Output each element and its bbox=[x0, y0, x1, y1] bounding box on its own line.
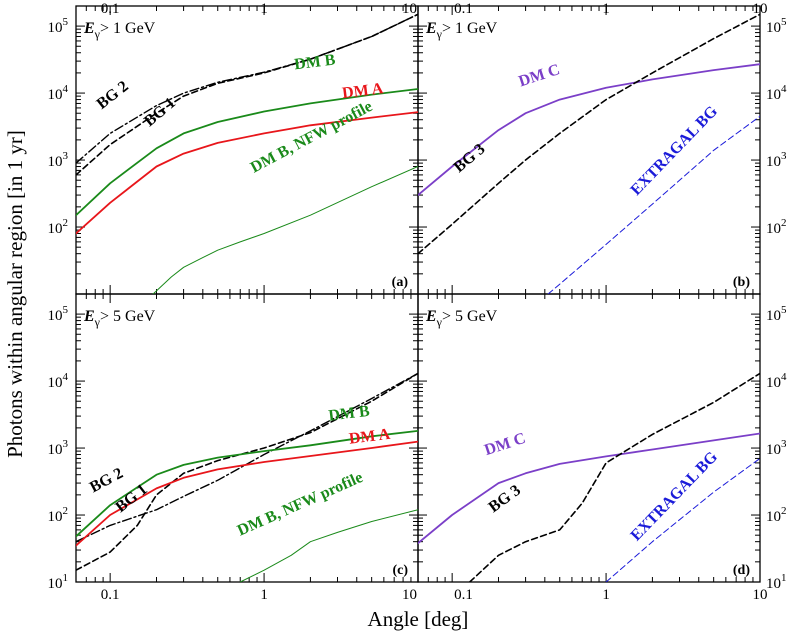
y-tick-label: 104 bbox=[766, 371, 787, 391]
series-line-c-4 bbox=[239, 509, 418, 582]
series-line-a-3 bbox=[76, 111, 418, 235]
series-label-c-4: DM B, NFW profile bbox=[235, 469, 366, 540]
x-tick-label-top: 10 bbox=[753, 1, 768, 17]
series-label-c-0: BG 1 bbox=[112, 481, 150, 516]
series-line-d-2 bbox=[605, 457, 760, 582]
tick-marks bbox=[75, 6, 760, 583]
y-tick-label: 104 bbox=[766, 83, 787, 103]
y-tick-label: 102 bbox=[766, 217, 787, 237]
y-tick-label: 105 bbox=[48, 304, 69, 324]
y-tick-label: 101 bbox=[766, 572, 787, 592]
series-label-d-2: EXTRAGAL BG bbox=[628, 448, 722, 544]
x-tick-label: 1 bbox=[260, 587, 268, 603]
energy-cut-d: Eγ> 5 GeV bbox=[425, 308, 498, 329]
series-line-c-3 bbox=[76, 440, 418, 547]
series-line-b-1 bbox=[418, 13, 760, 255]
series-label-b-0: DM C bbox=[517, 61, 562, 90]
y-tick-label: 101 bbox=[48, 572, 69, 592]
series-line-a-1 bbox=[76, 13, 418, 164]
x-axis-title: Angle [deg] bbox=[368, 607, 469, 631]
x-tick-label: 0.1 bbox=[454, 587, 473, 603]
x-tick-label: 10 bbox=[402, 587, 417, 603]
y-tick-label: 103 bbox=[48, 438, 69, 458]
panel-label-d: (d) bbox=[733, 563, 750, 578]
x-tick-label-top: 0.1 bbox=[101, 1, 120, 17]
series-label-d-0: DM C bbox=[482, 430, 527, 459]
y-tick-label: 103 bbox=[766, 438, 787, 458]
energy-cut-b: Eγ> 1 GeV bbox=[425, 20, 498, 41]
series-line-a-2 bbox=[76, 88, 418, 217]
series-label-c-3: DM A bbox=[348, 426, 392, 448]
y-tick-label: 105 bbox=[48, 16, 69, 36]
series-label-c-2: DM B bbox=[327, 403, 370, 425]
series-label-d-1: BG 3 bbox=[486, 482, 524, 516]
series-label-a-1: BG 2 bbox=[94, 78, 132, 113]
y-tick-label: 103 bbox=[48, 150, 69, 170]
panel-a-frame bbox=[75, 5, 419, 295]
panel-d-frame bbox=[417, 293, 761, 583]
series-line-b-0 bbox=[418, 63, 760, 197]
y-axis-title: Photons within angular region [in 1 yr] bbox=[3, 130, 27, 458]
x-tick-label: 0.1 bbox=[101, 587, 120, 603]
series-label-c-1: BG 2 bbox=[87, 465, 126, 497]
series-line-c-1 bbox=[76, 372, 418, 543]
x-tick-label: 1 bbox=[602, 587, 610, 603]
series-label-b-1: BG 3 bbox=[451, 141, 489, 177]
y-tick-label: 105 bbox=[766, 304, 787, 324]
series-line-a-0 bbox=[76, 13, 418, 176]
series-line-a-4 bbox=[152, 166, 418, 294]
series-line-c-2 bbox=[76, 429, 418, 538]
x-tick-label-top: 0.1 bbox=[454, 1, 473, 17]
series-line-d-1 bbox=[468, 372, 760, 582]
series-label-a-2: DM B bbox=[293, 51, 336, 73]
series-line-d-0 bbox=[418, 432, 760, 545]
y-tick-label: 104 bbox=[48, 83, 69, 103]
series-label-a-0: BG 1 bbox=[141, 94, 179, 130]
y-tick-label: 103 bbox=[766, 150, 787, 170]
x-tick-label-top: 1 bbox=[260, 1, 268, 17]
y-tick-label: 105 bbox=[766, 16, 787, 36]
curves bbox=[76, 13, 760, 582]
series-line-c-0 bbox=[76, 372, 418, 572]
x-tick-label-top: 10 bbox=[402, 1, 417, 17]
series-line-b-2 bbox=[547, 115, 760, 294]
y-tick-label: 104 bbox=[48, 371, 69, 391]
x-tick-label: 10 bbox=[753, 587, 768, 603]
panel-label-b: (b) bbox=[733, 275, 750, 290]
energy-cut-a: Eγ> 1 GeV bbox=[83, 20, 156, 41]
x-tick-label-top: 1 bbox=[602, 1, 610, 17]
panel-label-a: (a) bbox=[392, 275, 409, 290]
y-tick-label: 102 bbox=[48, 217, 69, 237]
series-label-a-3: DM A bbox=[341, 80, 385, 102]
y-tick-label: 102 bbox=[48, 505, 69, 525]
axis-labels: 0.1 0.1 0.1 0.1 1 1 1 1 10 10 10 10 102 103 104 105 102 1… bbox=[48, 1, 788, 603]
y-tick-label: 102 bbox=[766, 505, 787, 525]
series-label-a-4: DM B, NFW profile bbox=[248, 98, 376, 177]
panel-label-c: (c) bbox=[392, 563, 408, 578]
panel-frames bbox=[75, 5, 761, 583]
energy-cut-c: Eγ> 5 GeV bbox=[83, 308, 156, 329]
